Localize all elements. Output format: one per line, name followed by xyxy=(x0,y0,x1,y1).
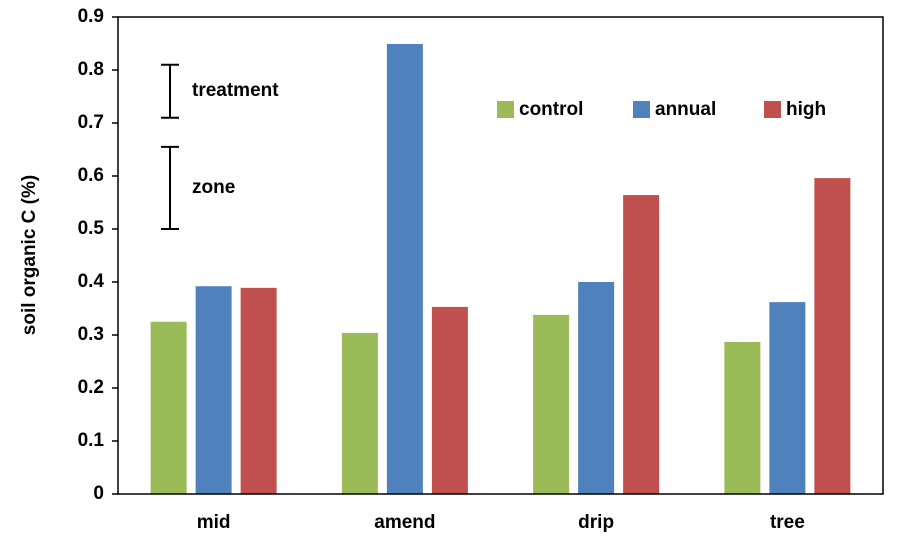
bar xyxy=(386,44,423,494)
bar xyxy=(431,306,468,494)
bar xyxy=(533,314,570,494)
bar xyxy=(814,178,851,494)
y-tick-label: 0.2 xyxy=(78,377,104,398)
plot-frame xyxy=(117,16,884,495)
legend-label: high xyxy=(786,99,826,120)
bar xyxy=(195,286,232,494)
legend-label: annual xyxy=(655,99,716,120)
y-tick-label: 0.7 xyxy=(78,112,104,133)
legend-swatch xyxy=(633,101,650,118)
y-axis-title: soil organic C (%) xyxy=(19,175,40,335)
bar xyxy=(150,321,187,494)
x-tick-label: amend xyxy=(374,512,435,533)
annotation: zone xyxy=(192,177,235,198)
y-tick-label: 0.5 xyxy=(78,218,105,239)
bar xyxy=(769,302,806,494)
x-tick-label: tree xyxy=(770,512,805,533)
y-tick-label: 0.1 xyxy=(78,430,105,451)
x-tick-label: drip xyxy=(578,512,614,533)
legend-label: control xyxy=(519,99,583,120)
legend-swatch xyxy=(497,101,514,118)
bar xyxy=(623,195,660,494)
y-tick-label: 0.6 xyxy=(78,165,104,186)
bar xyxy=(578,282,615,494)
bar xyxy=(341,332,378,494)
y-tick-label: 0.3 xyxy=(78,324,104,345)
bar xyxy=(724,341,761,494)
x-tick-label: mid xyxy=(197,512,231,533)
bar xyxy=(240,287,277,494)
y-tick-label: 0 xyxy=(93,483,104,504)
legend-swatch xyxy=(764,101,781,118)
y-tick-label: 0.9 xyxy=(78,6,104,27)
annotation: treatment xyxy=(192,80,279,101)
y-tick-label: 0.4 xyxy=(78,271,105,292)
y-tick-label: 0.8 xyxy=(78,59,104,80)
